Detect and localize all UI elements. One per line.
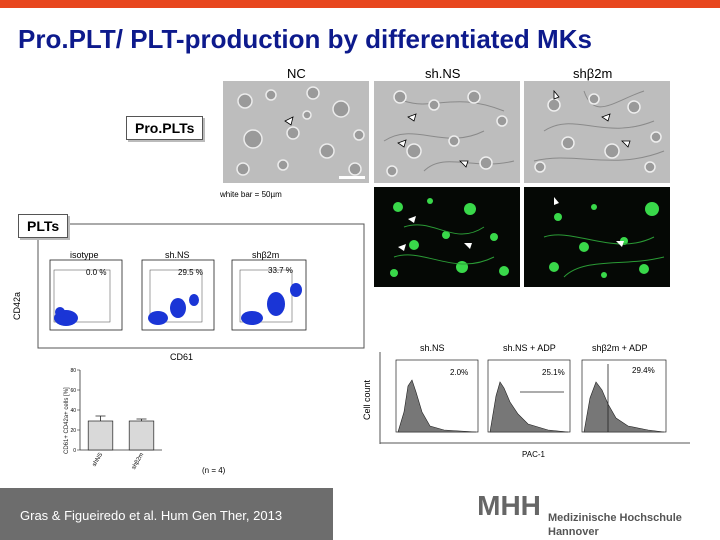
flow-cytometry-panel — [37, 223, 365, 349]
flow-label-shns: sh.NS — [165, 250, 190, 260]
arrow-icon — [398, 244, 406, 251]
x-category-label: shNS — [92, 452, 105, 468]
flow-percent-isotype: 0.0 % — [86, 268, 107, 277]
arrow-icon — [601, 113, 611, 122]
brightfield-image-nc — [223, 81, 369, 183]
scale-bar — [339, 176, 365, 179]
scale-note: white bar = 50µm — [220, 190, 282, 199]
fluorescence-image-shns — [374, 187, 520, 287]
flow-y-axis-label: CD42a — [12, 291, 22, 320]
hist-percent-shb2m-adp: 29.4% — [632, 366, 655, 375]
flow-percent-shns: 29.5 % — [178, 268, 203, 277]
x-category-label: shβ2m — [131, 452, 145, 471]
bar-y-axis-label: CD61+ CD42a+ cells [%] — [64, 387, 70, 454]
histogram-shns-adp — [487, 359, 571, 433]
scatter-plot-isotype — [49, 259, 123, 331]
slide-title: Pro.PLT/ PLT-production by differentiate… — [18, 24, 592, 54]
bar-0 — [87, 420, 114, 451]
y-tick-label: 60 — [70, 388, 76, 394]
hist-percent-shns: 2.0% — [450, 368, 469, 377]
histogram-shns — [395, 359, 479, 433]
arrow-icon — [407, 113, 417, 122]
error-bar-1 — [136, 418, 147, 421]
arrow-icon — [459, 160, 469, 168]
institution-name: Medizinische Hochschule Hannover — [548, 511, 682, 539]
flow-percent-shb2m: 33.7 % — [268, 266, 293, 275]
flow-label-isotype: isotype — [70, 250, 99, 260]
y-tick-label: 0 — [73, 448, 76, 454]
fluorescence-image-shb2m — [524, 187, 670, 287]
bar-chart: 0 20 40 60 80 shNS shβ2m CD61+ CD42a+ cells [… — [64, 368, 162, 471]
hist-label-shb2m-adp: shβ2m + ADP — [592, 343, 648, 353]
top-accent-bar — [0, 0, 720, 8]
flow-x-axis-label: CD61 — [170, 352, 194, 362]
hist-y-axis-label: Cell count — [362, 379, 372, 420]
flow-label-shb2m: shβ2m — [252, 250, 280, 260]
histogram-shb2m-adp — [581, 359, 667, 433]
arrow-icon — [397, 139, 407, 148]
hist-x-axis-label: PAC-1 — [522, 450, 545, 459]
citation-text: Gras & Figueiredo et al. Hum Gen Ther, 2… — [20, 508, 283, 523]
error-bar-0 — [95, 415, 106, 421]
arrow-icon — [284, 116, 294, 126]
institution-line2: Hannover — [548, 526, 599, 538]
arrow-icon — [616, 241, 624, 247]
hist-percent-shns-adp: 25.1% — [542, 368, 565, 377]
arrow-icon — [553, 89, 560, 100]
institution-line1: Medizinische Hochschule — [548, 512, 682, 524]
plts-tag: PLTs — [18, 214, 69, 238]
proplts-tag: Pro.PLTs — [126, 116, 204, 140]
arrow-icon — [408, 216, 416, 223]
brightfield-image-shns — [374, 81, 520, 183]
y-tick-label: 80 — [70, 368, 76, 374]
citation-bar: Gras & Figueiredo et al. Hum Gen Ther, 2… — [0, 488, 333, 540]
hist-label-shns-adp: sh.NS + ADP — [503, 343, 556, 353]
n-note: (n = 4) — [202, 466, 226, 475]
col-label-shns: sh.NS — [425, 66, 461, 81]
arrow-icon — [621, 140, 631, 148]
hist-label-shns: sh.NS — [420, 343, 445, 353]
col-label-nc: NC — [287, 66, 306, 81]
bar-1 — [128, 420, 155, 451]
svg-text:MHH: MHH — [478, 491, 540, 521]
col-label-shb2m: shβ2m — [573, 66, 613, 81]
histogram-panel — [379, 352, 690, 444]
y-tick-label: 40 — [70, 408, 76, 414]
brightfield-image-shb2m — [524, 81, 670, 183]
mhh-logo: MHH — [478, 491, 540, 521]
arrow-icon — [464, 243, 472, 249]
arrow-icon — [554, 197, 559, 205]
y-tick-label: 20 — [70, 428, 76, 434]
